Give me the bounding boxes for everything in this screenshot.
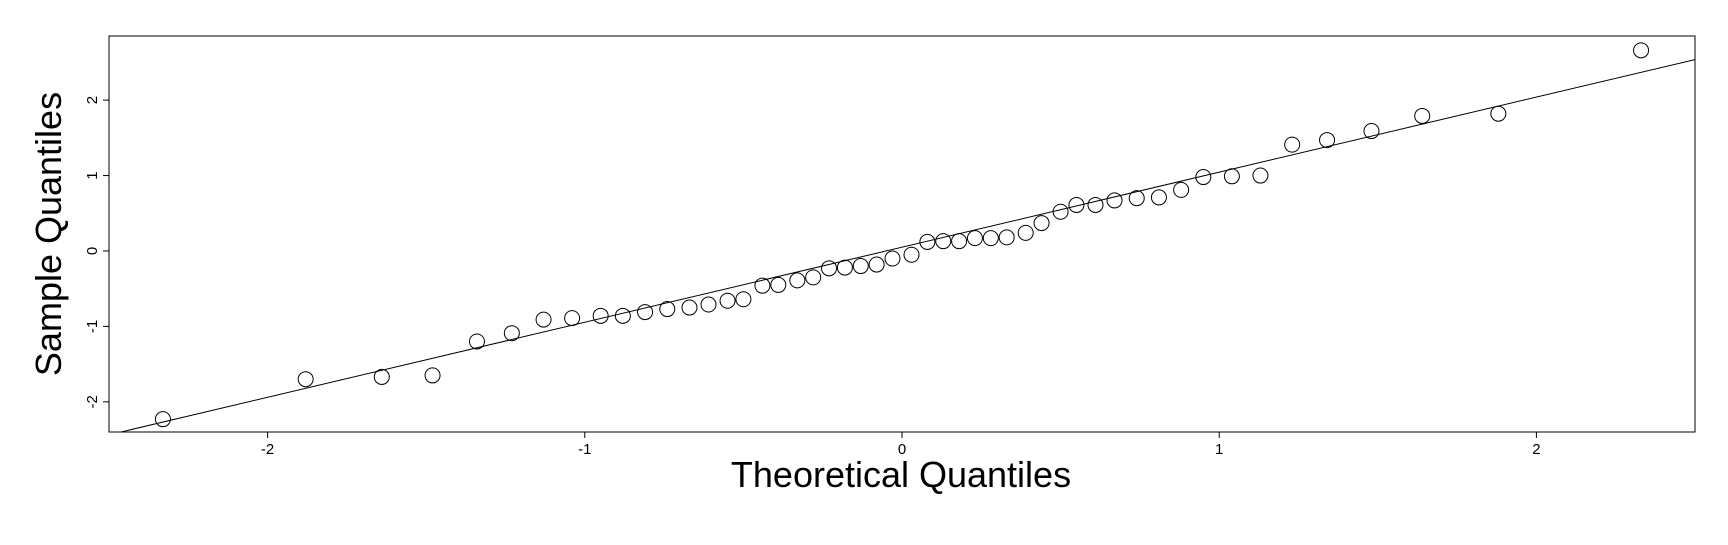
x-tick-label: 0 xyxy=(898,441,906,458)
data-point xyxy=(1150,189,1167,206)
data-point xyxy=(1068,196,1085,213)
data-point xyxy=(592,307,609,324)
x-tick-label: -2 xyxy=(261,441,274,458)
data-point xyxy=(1052,203,1069,220)
data-point xyxy=(1414,107,1431,124)
y-tick-label: -1 xyxy=(84,320,101,333)
data-point xyxy=(821,260,838,277)
x-tick-label: 2 xyxy=(1532,441,1540,458)
data-point xyxy=(884,250,901,267)
x-tick-label: 1 xyxy=(1215,441,1223,458)
data-point xyxy=(424,367,441,384)
data-point xyxy=(564,310,581,327)
y-tick-label: 1 xyxy=(84,171,101,179)
data-point xyxy=(535,311,552,328)
data-point xyxy=(637,304,654,321)
data-point xyxy=(700,296,717,313)
data-point xyxy=(1284,136,1301,153)
data-points-layer xyxy=(154,42,1650,428)
data-point xyxy=(1223,168,1240,185)
data-point xyxy=(1319,132,1336,149)
data-point xyxy=(1490,105,1507,122)
data-point xyxy=(297,371,314,388)
data-point xyxy=(982,230,999,247)
data-point xyxy=(154,411,171,428)
data-point xyxy=(903,246,920,263)
data-point xyxy=(735,291,752,308)
data-point xyxy=(373,368,390,385)
x-axis-title: Theoretical Quantiles xyxy=(731,454,1071,495)
data-point xyxy=(1033,215,1050,232)
data-point xyxy=(998,229,1015,246)
data-point xyxy=(919,233,936,250)
y-tick-label: 2 xyxy=(84,96,101,104)
data-point xyxy=(1173,181,1190,198)
data-point xyxy=(659,301,676,318)
data-point xyxy=(754,277,771,294)
plot-frame xyxy=(108,35,1696,433)
data-point xyxy=(1363,123,1380,140)
data-point xyxy=(852,258,869,275)
reference-line-layer xyxy=(118,59,1695,432)
x-axis: -2 -1 0 1 2 xyxy=(261,432,1541,458)
data-point xyxy=(1633,42,1650,59)
data-point xyxy=(951,233,968,250)
data-point xyxy=(836,259,853,276)
qq-reference-line xyxy=(118,59,1695,432)
data-point xyxy=(1087,196,1104,213)
data-point xyxy=(770,276,787,293)
data-point xyxy=(1128,190,1145,207)
data-point xyxy=(1195,169,1212,186)
data-point xyxy=(614,307,631,324)
data-point xyxy=(681,299,698,316)
data-point xyxy=(935,233,952,250)
data-point xyxy=(1106,192,1123,209)
data-point xyxy=(789,272,806,289)
data-point xyxy=(868,256,885,273)
y-tick-label: 0 xyxy=(84,247,101,255)
data-point xyxy=(468,333,485,350)
data-point xyxy=(503,325,520,342)
data-point xyxy=(1017,224,1034,241)
y-axis: -2 -1 0 1 2 xyxy=(84,96,109,409)
data-point xyxy=(719,292,736,309)
y-tick-label: -2 xyxy=(84,395,101,408)
y-axis-title: Sample Quantiles xyxy=(28,92,69,376)
x-tick-label: -1 xyxy=(578,441,591,458)
data-point xyxy=(966,230,983,247)
data-point xyxy=(1252,167,1269,184)
data-point xyxy=(805,269,822,286)
